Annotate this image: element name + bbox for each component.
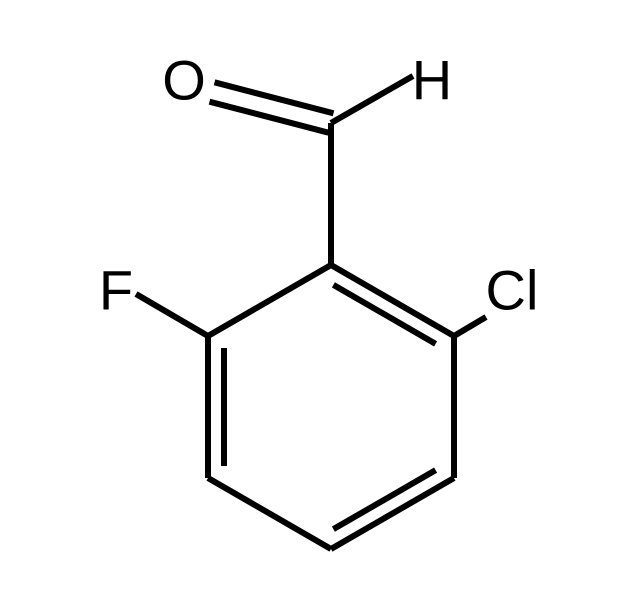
atom-h: H: [412, 49, 452, 112]
atom-cl: Cl: [486, 259, 539, 322]
bond: [208, 478, 331, 549]
bond: [331, 76, 413, 123]
bonds: [136, 76, 486, 549]
atom-labels: O H F Cl: [99, 49, 539, 322]
bond: [136, 294, 208, 336]
molecule-diagram: O H F Cl: [0, 0, 640, 606]
bond: [331, 478, 454, 549]
bond: [454, 317, 486, 336]
bond: [208, 265, 331, 336]
bond: [331, 265, 454, 336]
atom-o: O: [162, 49, 206, 112]
atom-f: F: [99, 259, 133, 322]
